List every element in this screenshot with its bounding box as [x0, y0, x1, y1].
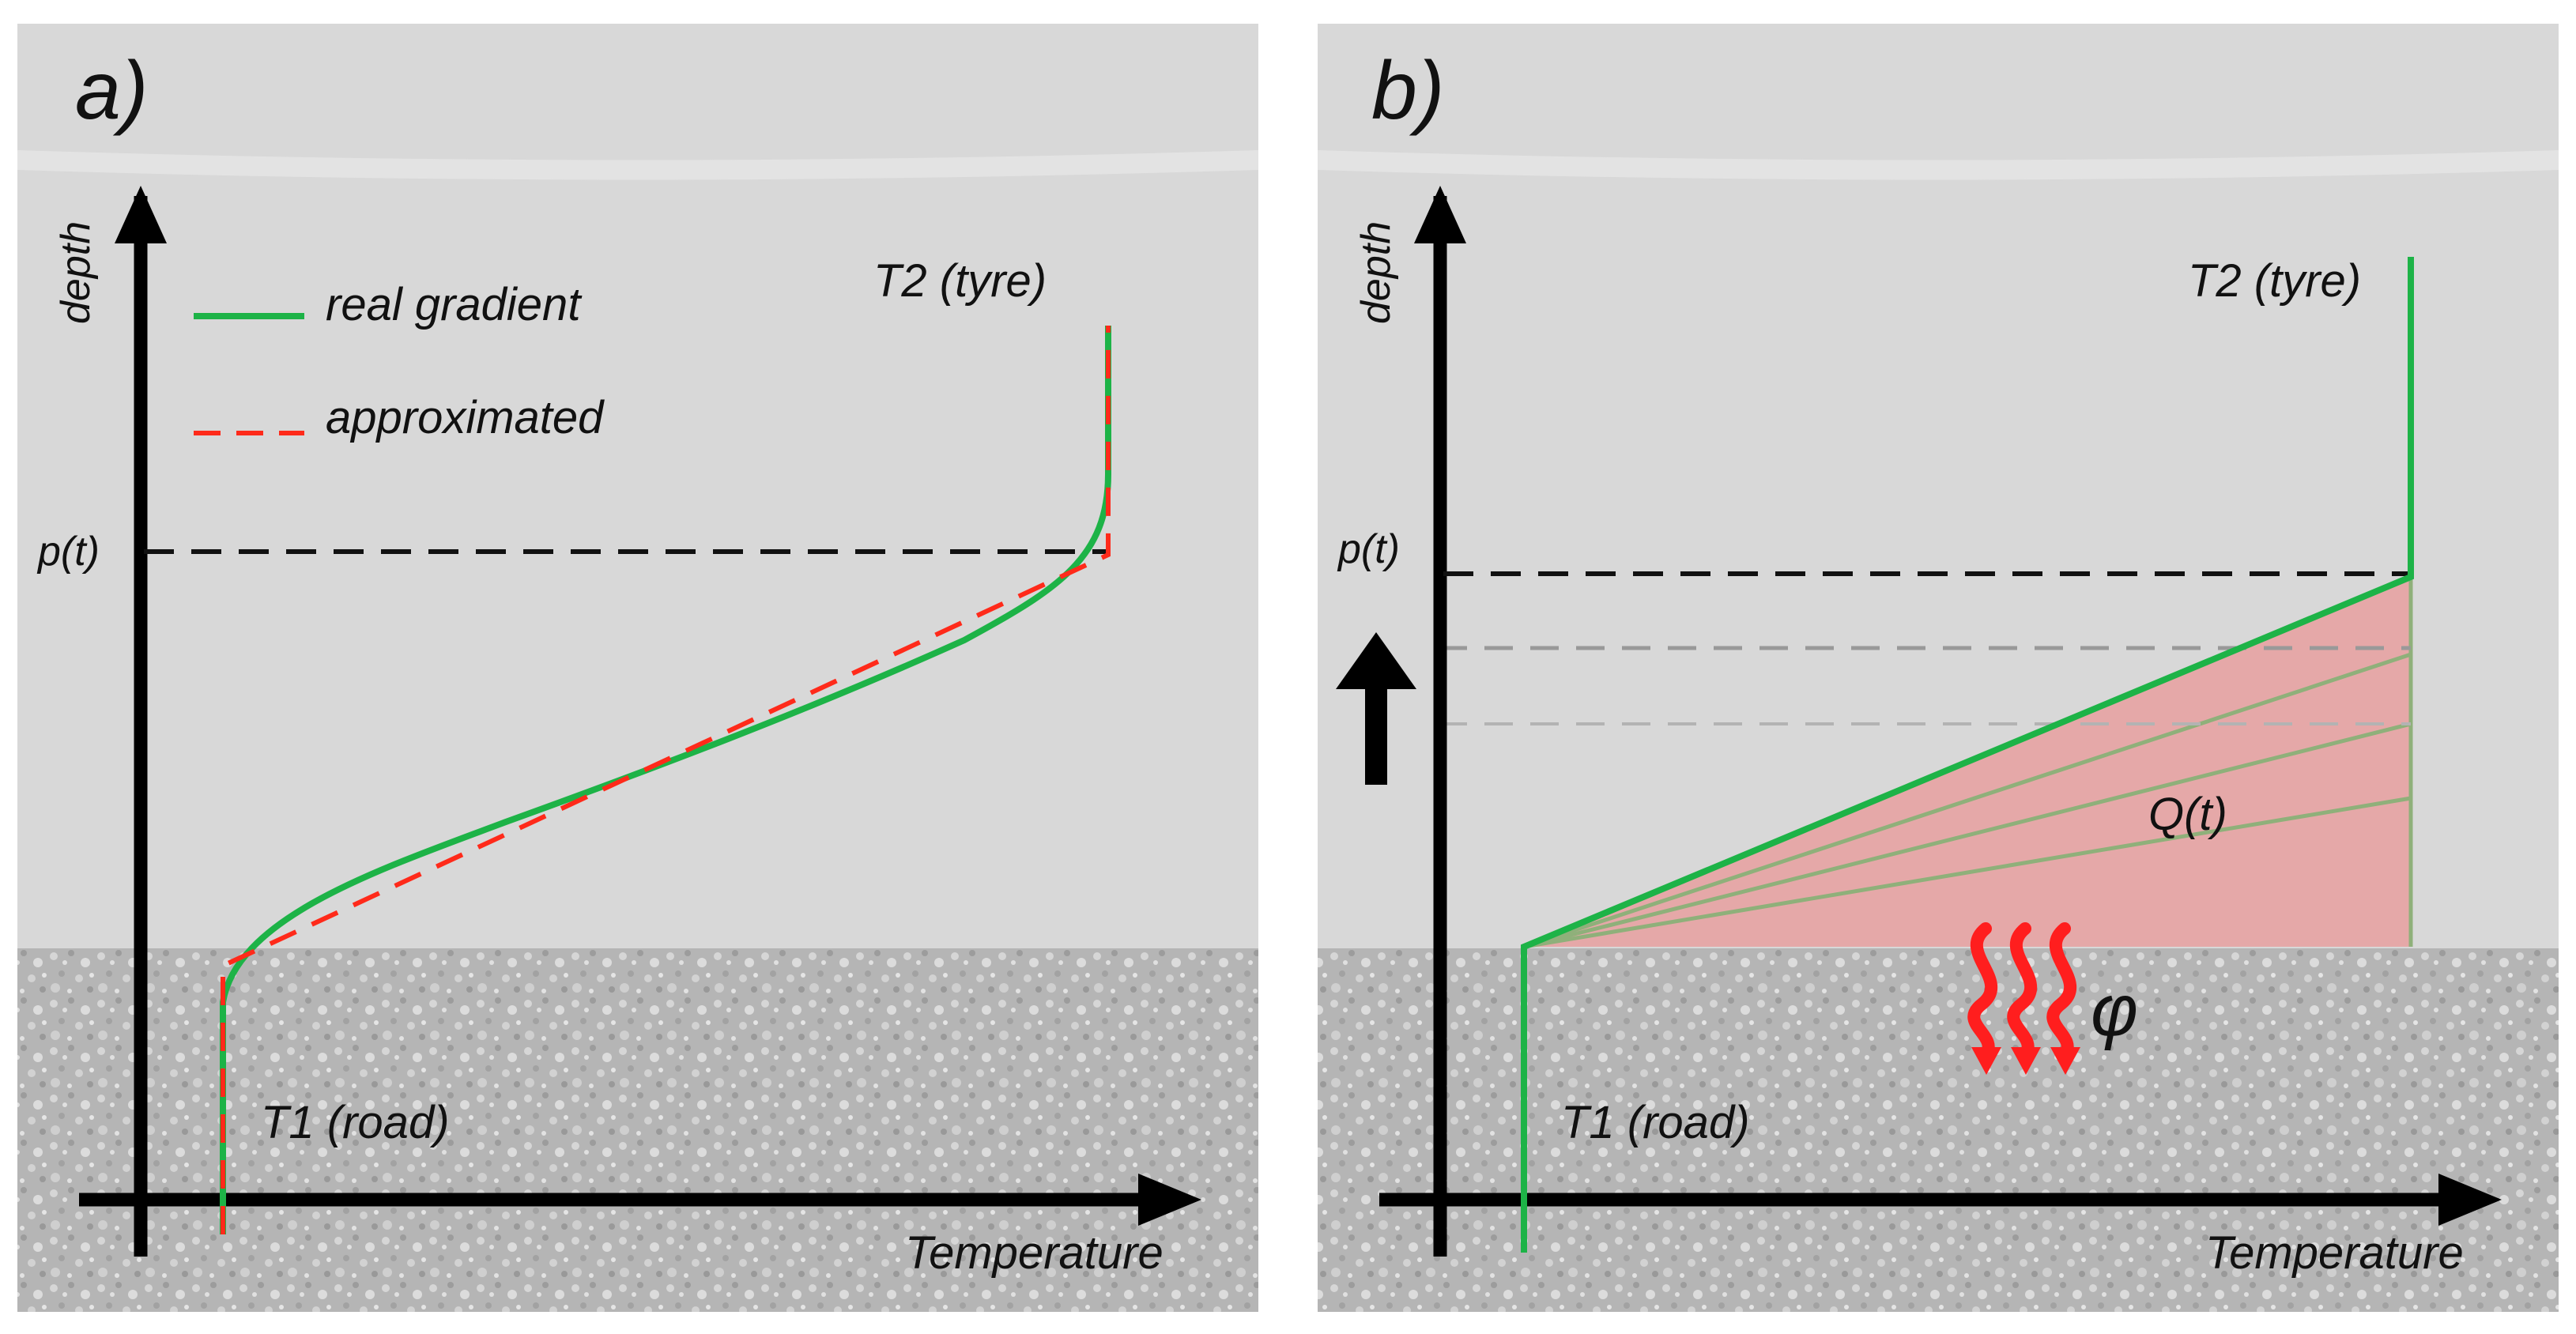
- panel-b-p-label: p(t): [1337, 526, 1400, 572]
- panel-b-current-gradient: [1521, 257, 2414, 1253]
- panel-a-p-label: p(t): [36, 529, 100, 575]
- panel-b-profile-line-1: [1523, 652, 2412, 949]
- up-arrow-icon: [1336, 632, 1416, 785]
- legend-approx-label: approximated: [326, 392, 605, 443]
- panel-a-y-axis-arrowhead: [115, 186, 167, 243]
- panel-a-bottom-label: T1 (road): [261, 1097, 450, 1148]
- panel-b-bottom-label: T1 (road): [1561, 1097, 1750, 1148]
- panel-a-y-axis-label: depth: [53, 221, 99, 324]
- panel-a-x-axis-label: Temperature: [905, 1227, 1164, 1279]
- panel-a-tag: a): [75, 45, 148, 137]
- panel-a-legend: real gradient approximated: [194, 279, 605, 443]
- panel-b: b) depth Temperature p(t) T2 (tyre) T1 (…: [1318, 24, 2559, 1312]
- panel-b-y-axis-label: depth: [1353, 221, 1399, 324]
- panel-b-flux-symbol: φ: [2091, 970, 2138, 1051]
- panel-b-tag: b): [1371, 45, 1444, 137]
- panel-a-x-axis-arrowhead: [1138, 1174, 1201, 1226]
- panel-b-profile-line-3: [1523, 796, 2412, 949]
- panel-b-tyre-groove-shade: [1318, 150, 2559, 180]
- panel-a-tyre-groove-shade: [17, 150, 1258, 180]
- panel-a: a) depth Temperature p(t) T2 (tyre) T1 (…: [17, 24, 1258, 1312]
- panel-b-x-axis-label: Temperature: [2205, 1227, 2464, 1279]
- panel-b-top-label: T2 (tyre): [2188, 255, 2361, 307]
- panel-a-approximated-curve: [221, 326, 1111, 1234]
- panel-b-profile-line-2: [1523, 722, 2412, 949]
- panel-a-top-label: T2 (tyre): [873, 255, 1047, 307]
- legend-real-label: real gradient: [326, 279, 583, 330]
- panel-b-y-axis-arrowhead: [1414, 186, 1466, 243]
- panel-b-area-label: Q(t): [2148, 789, 2227, 840]
- panel-b-x-axis-arrowhead: [2438, 1174, 2502, 1226]
- heat-flux-arrows-icon: [1967, 922, 2080, 1075]
